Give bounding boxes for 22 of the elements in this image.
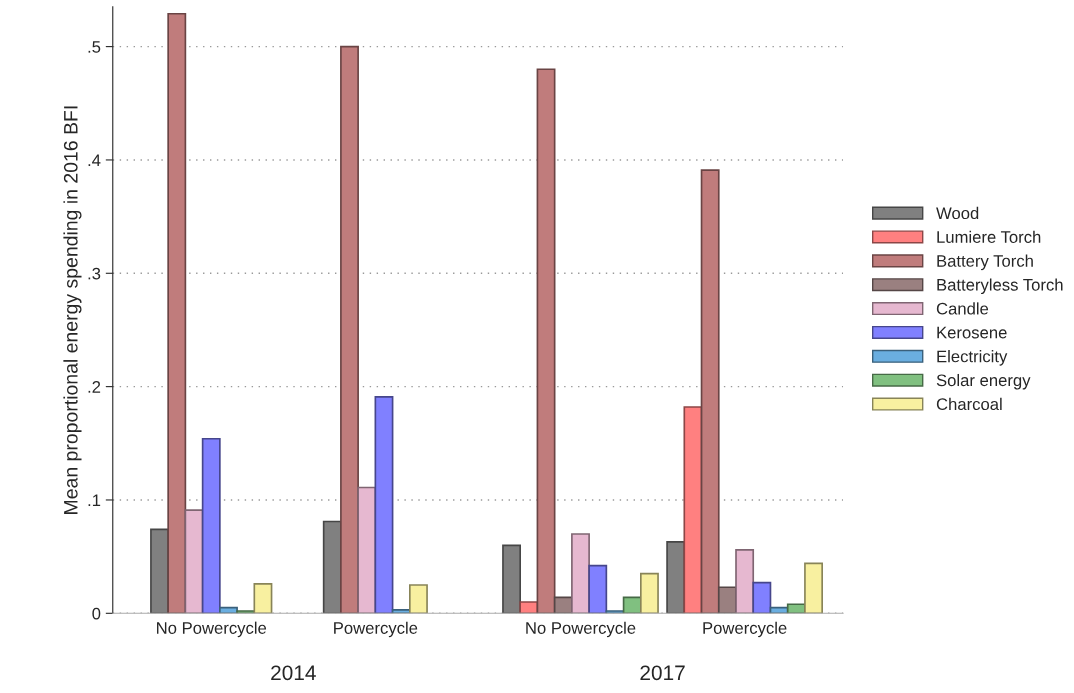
legend-label: Electricity	[937, 350, 1008, 366]
y-tick-label: 0	[92, 607, 101, 620]
y-tick-label: .4	[88, 154, 101, 166]
x-tick-label: Powercycle	[334, 621, 418, 638]
legend-label: Solar energy	[936, 373, 1031, 390]
text: 2017	[640, 665, 685, 681]
x-tick-label: No Powercycle	[526, 621, 636, 638]
y-tick-label: .5	[88, 41, 101, 53]
legend-label: Lumiere Torch	[937, 230, 1041, 243]
legend-label: Kerosene	[937, 326, 1007, 339]
text: 2014	[271, 665, 316, 681]
x-tick-label: No Powercycle	[157, 621, 267, 638]
x-tick-label: Powercycle	[703, 621, 787, 638]
legend-label: Batteryless Torch	[937, 278, 1063, 295]
y-tick-label: .3	[88, 267, 101, 280]
y-tick-label: .2	[88, 381, 101, 393]
y-tick-label: .1	[88, 494, 101, 506]
y-axis-title: Mean proportional energy spending in 2016 BFI	[63, 106, 82, 514]
legend-label: Wood	[936, 206, 979, 220]
legend-label: Candle	[936, 302, 989, 315]
legend-label: Charcoal	[936, 397, 1002, 411]
legend-label: Battery Torch	[937, 254, 1033, 271]
